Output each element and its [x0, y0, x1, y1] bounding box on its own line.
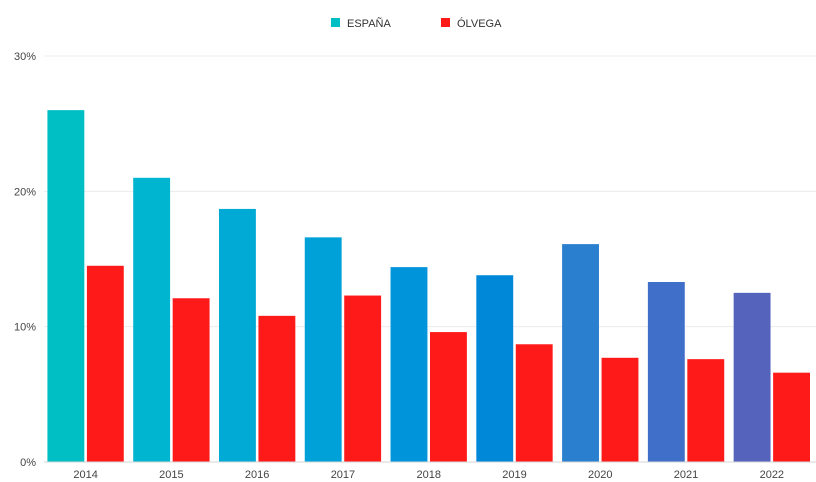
legend-swatch-olvega — [441, 18, 450, 27]
y-axis: 0% 10% 20% 30% — [14, 51, 36, 469]
x-tick-label: 2014 — [73, 469, 97, 481]
bar-espana-2018 — [390, 267, 428, 462]
bar-espana-2020 — [562, 244, 599, 462]
bar-olvega-2019 — [515, 344, 553, 462]
y-tick-label: 0% — [20, 457, 36, 469]
bar-espana-2021 — [647, 282, 685, 462]
bar-olvega-2015 — [172, 298, 210, 462]
x-tick-label: 2016 — [245, 469, 269, 481]
x-tick-label: 2022 — [760, 469, 784, 481]
bar-espana-2017 — [304, 237, 342, 462]
x-tick-label: 2021 — [674, 469, 698, 481]
legend-swatch-espana — [331, 18, 340, 27]
bar-espana-2022 — [733, 292, 771, 462]
x-tick-label: 2020 — [588, 469, 612, 481]
bar-olvega-2020 — [601, 357, 639, 462]
legend: ESPAÑA ÓLVEGA — [331, 17, 502, 30]
bar-olvega-2016 — [258, 315, 296, 462]
bar-espana-2015 — [133, 177, 171, 463]
bar-olvega-2022 — [773, 372, 810, 462]
bar-olvega-2018 — [430, 332, 467, 462]
bar-espana-2016 — [218, 208, 256, 462]
legend-label-espana: ESPAÑA — [347, 17, 391, 30]
y-tick-label: 20% — [14, 186, 36, 198]
y-tick-label: 10% — [14, 322, 36, 334]
x-tick-label: 2015 — [159, 469, 183, 481]
bar-olvega-2017 — [344, 295, 382, 462]
bars — [47, 110, 810, 463]
x-tick-label: 2017 — [331, 469, 355, 481]
y-tick-label: 30% — [14, 51, 36, 63]
bar-espana-2014 — [47, 110, 85, 462]
legend-label-olvega: ÓLVEGA — [457, 17, 502, 30]
bar-espana-2019 — [476, 275, 514, 462]
x-axis: 2014 2015 2016 2017 2018 2019 2020 2021 2022 — [44, 461, 816, 481]
bar-olvega-2021 — [687, 359, 725, 462]
x-tick-label: 2019 — [502, 469, 526, 481]
x-tick-label: 2018 — [416, 469, 440, 481]
bar-olvega-2014 — [86, 265, 124, 462]
